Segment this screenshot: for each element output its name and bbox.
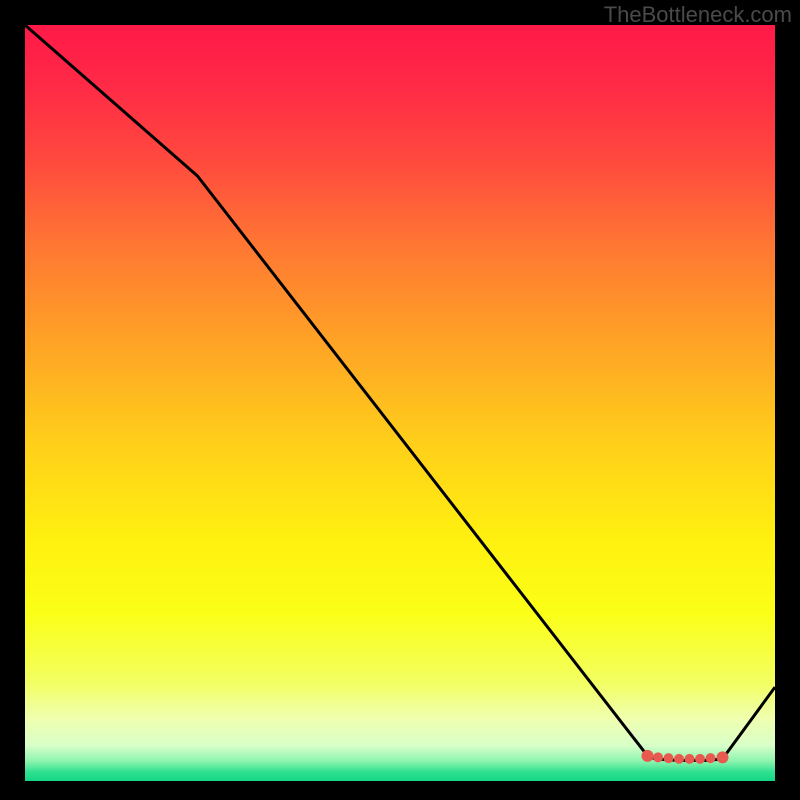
optimal-marker-5 [695, 754, 705, 764]
optimal-marker-6 [706, 753, 716, 763]
optimal-marker-3 [674, 754, 684, 764]
optimal-marker-1 [653, 752, 663, 762]
optimal-marker-4 [685, 754, 695, 764]
watermark-text: TheBottleneck.com [604, 2, 792, 28]
bottleneck-curve [25, 25, 775, 760]
optimal-marker-0 [642, 750, 654, 762]
line-chart-svg [25, 25, 775, 780]
optimal-marker-7 [717, 751, 729, 763]
optimal-marker-2 [664, 753, 674, 763]
